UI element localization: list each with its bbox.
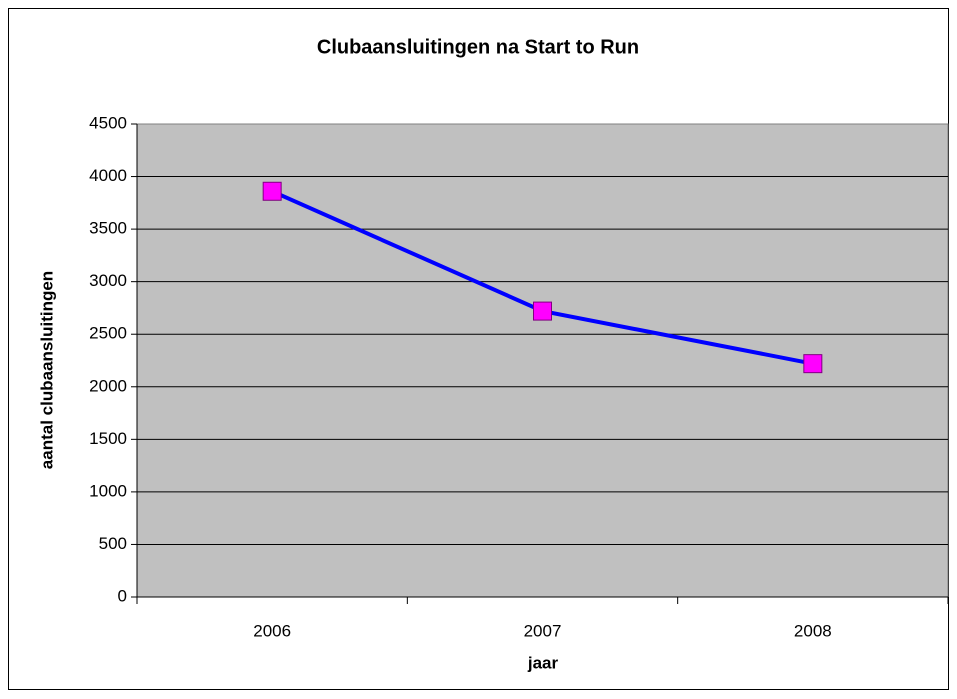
marker	[803, 354, 823, 374]
y-tick-label: 3500	[89, 219, 127, 238]
y-tick-label: 500	[99, 534, 127, 553]
x-tick-label: 2008	[794, 621, 832, 640]
y-axis-label: aantal clubaansluitingen	[37, 271, 56, 469]
y-tick-label: 4000	[89, 166, 127, 185]
x-tick-label: 2006	[253, 621, 291, 640]
x-axis-label: jaar	[527, 653, 559, 672]
x-tick-label: 2007	[524, 621, 562, 640]
y-tick-label: 0	[118, 586, 127, 605]
y-tick-label: 1000	[89, 481, 127, 500]
y-tick-label: 4500	[89, 113, 127, 132]
marker	[262, 181, 282, 201]
plot-area	[136, 123, 949, 598]
y-tick-label: 3000	[89, 271, 127, 290]
chart-title: Clubaansluitingen na Start to Run	[317, 36, 639, 58]
y-tick-label: 1500	[89, 429, 127, 448]
y-tick-label: 2000	[89, 376, 127, 395]
y-tick-label: 2500	[89, 324, 127, 343]
marker	[533, 301, 552, 321]
